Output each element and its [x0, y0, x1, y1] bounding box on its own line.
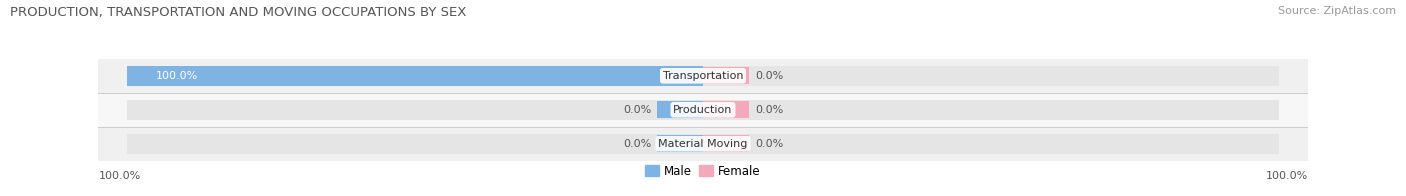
- Text: PRODUCTION, TRANSPORTATION AND MOVING OCCUPATIONS BY SEX: PRODUCTION, TRANSPORTATION AND MOVING OC…: [10, 6, 467, 19]
- Text: 0.0%: 0.0%: [623, 105, 651, 115]
- Bar: [98, 93, 1308, 127]
- Bar: [703, 135, 749, 152]
- Text: 100.0%: 100.0%: [98, 171, 141, 181]
- Bar: [127, 100, 703, 120]
- Bar: [127, 66, 703, 86]
- Bar: [127, 66, 703, 86]
- Bar: [703, 67, 749, 84]
- Text: 0.0%: 0.0%: [755, 105, 783, 115]
- Text: 0.0%: 0.0%: [755, 71, 783, 81]
- Bar: [703, 133, 1279, 154]
- Text: Transportation: Transportation: [662, 71, 744, 81]
- Bar: [703, 100, 1279, 120]
- Bar: [657, 67, 703, 84]
- Text: Source: ZipAtlas.com: Source: ZipAtlas.com: [1278, 6, 1396, 16]
- Bar: [657, 101, 703, 118]
- Bar: [98, 59, 1308, 93]
- Bar: [127, 133, 703, 154]
- Bar: [703, 66, 1279, 86]
- Text: 0.0%: 0.0%: [755, 139, 783, 149]
- Bar: [98, 127, 1308, 161]
- Legend: Male, Female: Male, Female: [641, 160, 765, 182]
- Bar: [703, 101, 749, 118]
- Text: 0.0%: 0.0%: [623, 139, 651, 149]
- Text: Material Moving: Material Moving: [658, 139, 748, 149]
- Text: 100.0%: 100.0%: [156, 71, 198, 81]
- Text: Production: Production: [673, 105, 733, 115]
- Text: 100.0%: 100.0%: [1265, 171, 1308, 181]
- Bar: [657, 135, 703, 152]
